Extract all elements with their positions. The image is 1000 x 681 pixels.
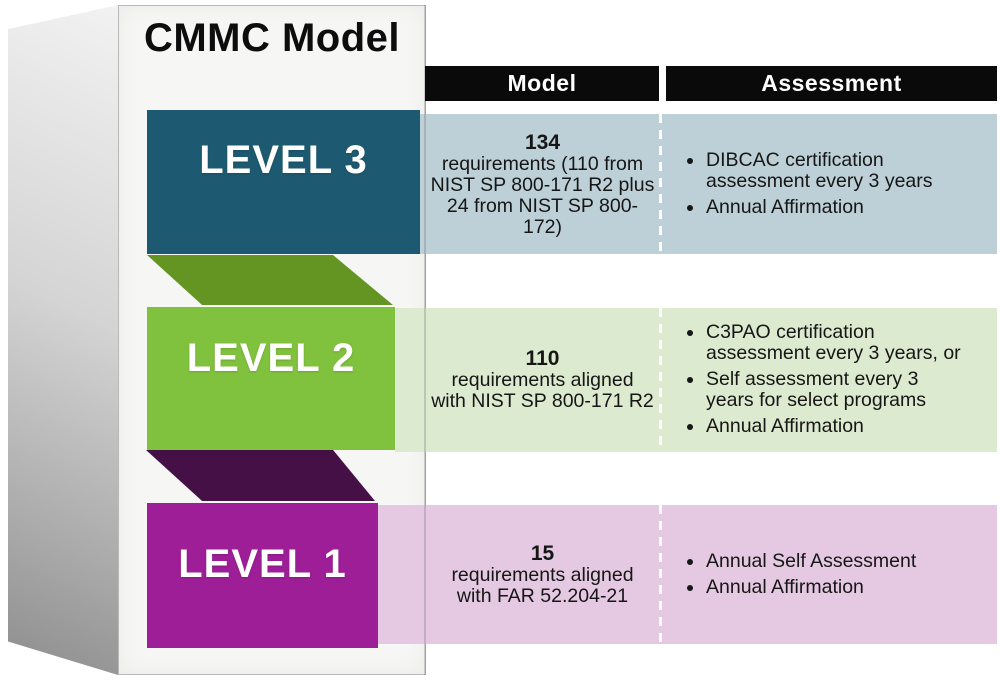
assessment-item: Annual Affirmation bbox=[682, 416, 994, 437]
assessment-cell-level2: C3PAO certification assessment every 3 y… bbox=[682, 307, 994, 452]
box-side-face bbox=[8, 5, 118, 675]
table-row-level3-bg bbox=[420, 114, 997, 254]
dashed-divider-row1 bbox=[659, 505, 662, 644]
column-header-model: Model bbox=[425, 66, 659, 101]
model-cell-level3: 134 requirements (110 from NIST SP 800-1… bbox=[426, 114, 659, 254]
model-requirement-count: 110 bbox=[525, 347, 560, 370]
model-cell-level1: 15 requirements aligned with FAR 52.204-… bbox=[426, 505, 659, 644]
assessment-item: DIBCAC certification assessment every 3 … bbox=[682, 150, 994, 192]
model-requirement-text: requirements (110 from NIST SP 800-171 R… bbox=[430, 152, 655, 238]
level-3-block: LEVEL 3 bbox=[147, 110, 420, 254]
table-row-level2-bg bbox=[395, 308, 997, 452]
table-row-level1-bg bbox=[378, 505, 997, 644]
assessment-cell-level1: Annual Self Assessment Annual Affirmatio… bbox=[682, 505, 994, 644]
panel-title: CMMC Model bbox=[143, 16, 401, 60]
assessment-item: Self assessment every 3 years for select… bbox=[682, 369, 994, 411]
panel-edge-line bbox=[424, 5, 426, 675]
assessment-item: Annual Affirmation bbox=[682, 197, 994, 218]
model-cell-level2: 110 requirements aligned with NIST SP 80… bbox=[426, 307, 659, 452]
dashed-divider-row3 bbox=[659, 114, 662, 254]
level-2-label: LEVEL 2 bbox=[186, 336, 356, 380]
model-requirement-count: 134 bbox=[524, 130, 561, 154]
column-header-assessment: Assessment bbox=[666, 66, 997, 101]
level-1-block: LEVEL 1 bbox=[147, 503, 378, 648]
assessment-item: C3PAO certification assessment every 3 y… bbox=[682, 322, 994, 364]
assessment-item: Annual Affirmation bbox=[682, 577, 994, 598]
model-requirement-text: requirements aligned with NIST SP 800-17… bbox=[431, 369, 654, 412]
level-1-label: LEVEL 1 bbox=[178, 542, 347, 586]
model-requirement-text: requirements aligned with FAR 52.204-21 bbox=[451, 564, 634, 607]
assessment-cell-level3: DIBCAC certification assessment every 3 … bbox=[682, 114, 994, 254]
level-2-block: LEVEL 2 bbox=[147, 307, 395, 450]
assessment-item: Annual Self Assessment bbox=[682, 551, 994, 572]
model-requirement-count: 15 bbox=[530, 542, 555, 565]
dashed-divider-row2 bbox=[659, 308, 662, 452]
level-3-label: LEVEL 3 bbox=[199, 137, 368, 182]
